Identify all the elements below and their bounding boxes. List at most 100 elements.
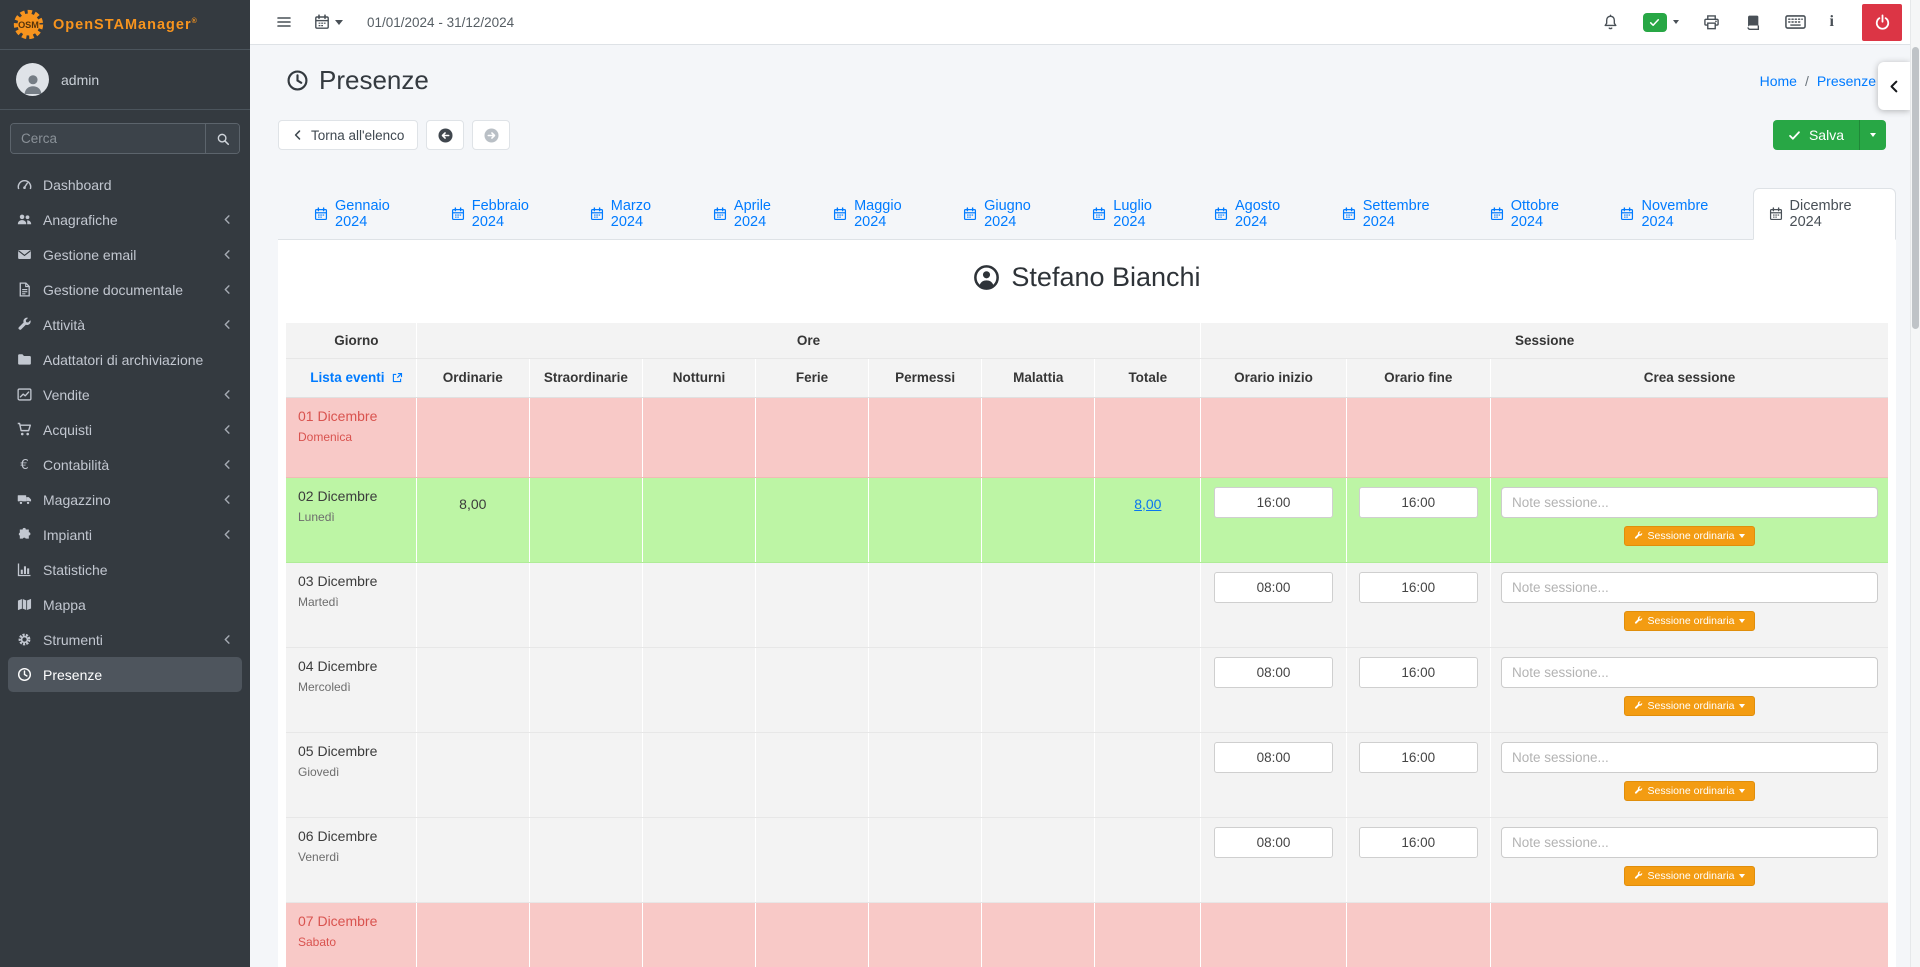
start-time-input[interactable] [1213, 826, 1334, 858]
lista-eventi-link[interactable]: Lista eventi [310, 370, 402, 385]
totale-link[interactable]: 8,00 [1134, 495, 1162, 512]
sidebar-nav: Dashboard Anagrafiche Gestione email Gestio… [0, 160, 250, 699]
start-time-input[interactable] [1213, 656, 1334, 688]
print-button[interactable] [1703, 14, 1720, 31]
sidebar-item-label: Impianti [43, 526, 93, 543]
arrow-circle-right-icon [483, 127, 500, 144]
hours-cell-malattia [981, 647, 1096, 733]
tab-ottobre-2024[interactable]: Ottobre 2024 [1474, 188, 1605, 240]
user-panel[interactable]: admin [0, 50, 250, 110]
date-range[interactable]: 01/01/2024 - 31/12/2024 [367, 14, 515, 30]
chevleft-icon [222, 249, 233, 260]
sidebar: OSM OpenSTAManager® admin Dashboard Anagr… [0, 0, 250, 967]
ore-group-header: Ore [416, 323, 1202, 359]
period-calendar-button[interactable] [314, 14, 343, 30]
tab-luglio-2024[interactable]: Luglio 2024 [1076, 188, 1198, 240]
save-button[interactable]: Salva [1772, 120, 1859, 150]
sidebar-item-dashboard[interactable]: Dashboard [8, 167, 242, 202]
tab-label: Dicembre 2024 [1789, 198, 1852, 230]
create-session-button[interactable]: Sessione ordinaria [1623, 610, 1756, 631]
sidebar-item-strumenti[interactable]: Strumenti [8, 622, 242, 657]
create-session-button[interactable]: Sessione ordinaria [1623, 525, 1756, 546]
sidebar-item-impianti[interactable]: Impianti [8, 517, 242, 552]
end-time-input[interactable] [1358, 571, 1478, 603]
start-time-input[interactable] [1213, 571, 1334, 603]
hours-cell-permessi [868, 562, 983, 648]
hours-cell-straordinarie [529, 477, 643, 563]
sidebar-item-mappa[interactable]: Mappa [8, 587, 242, 622]
end-time-input[interactable] [1358, 486, 1478, 518]
tab-novembre-2024[interactable]: Novembre 2024 [1604, 188, 1752, 240]
tab-febbraio-2024[interactable]: Febbraio 2024 [435, 188, 574, 240]
tab-marzo-2024[interactable]: Marzo 2024 [574, 188, 697, 240]
side-panel-toggle-button[interactable] [1878, 62, 1910, 110]
hours-cell-totale [1094, 397, 1202, 478]
previous-record-button[interactable] [426, 120, 465, 150]
create-session-button[interactable]: Sessione ordinaria [1623, 695, 1756, 716]
create-session-button[interactable]: Sessione ordinaria [1623, 865, 1756, 886]
brand[interactable]: OSM OpenSTAManager® [0, 0, 250, 50]
info-button[interactable]: i [1830, 14, 1834, 30]
sidebar-item-acquisti[interactable]: Acquisti [8, 412, 242, 447]
notifications-button[interactable] [1602, 14, 1619, 31]
hours-cell-ordinarie [416, 647, 530, 733]
breadcrumb-home-link[interactable]: Home [1759, 72, 1797, 89]
session-note-input[interactable] [1500, 486, 1878, 518]
session-note-input[interactable] [1500, 741, 1878, 773]
session-note-input[interactable] [1500, 571, 1878, 603]
back-to-list-button[interactable]: Torna all'elenco [278, 120, 419, 150]
sidebar-item-vendite[interactable]: Vendite [8, 377, 242, 412]
sidebar-toggle-button[interactable] [276, 14, 292, 30]
end-time-input[interactable] [1358, 656, 1478, 688]
status-dropdown[interactable] [1642, 12, 1679, 32]
tab-agosto-2024[interactable]: Agosto 2024 [1198, 188, 1326, 240]
search-button[interactable] [205, 124, 239, 153]
calendar-icon [713, 207, 727, 221]
hours-cell-totale [1094, 647, 1202, 733]
sidebar-item-anagrafiche[interactable]: Anagrafiche [8, 202, 242, 237]
tab-aprile-2024[interactable]: Aprile 2024 [697, 188, 817, 240]
sidebar-item-presenze[interactable]: Presenze [8, 657, 242, 692]
page-scrollbar[interactable] [1910, 0, 1920, 967]
docs-button[interactable] [1744, 14, 1761, 31]
hours-cell-ordinarie [416, 397, 530, 478]
osm-gear-logo-icon: OSM [13, 9, 44, 40]
session-note-input[interactable] [1500, 656, 1878, 688]
next-record-button[interactable] [472, 120, 511, 150]
start-time-input[interactable] [1213, 486, 1334, 518]
tab-label: Ottobre 2024 [1510, 198, 1560, 230]
sidebar-item-gestione-documentale[interactable]: Gestione documentale [8, 272, 242, 307]
tab-settembre-2024[interactable]: Settembre 2024 [1326, 188, 1474, 240]
attendance-table: Giorno Ore Sessione Lista eventi Ordinar… [286, 323, 1888, 967]
save-options-button[interactable] [1859, 120, 1886, 150]
wrench-icon [1634, 531, 1643, 540]
column-header-orario-fine: Orario fine [1346, 358, 1491, 398]
hours-cell-permessi [868, 732, 983, 818]
logout-button[interactable] [1862, 3, 1902, 41]
hours-cell-ferie [755, 562, 870, 648]
tab-maggio-2024[interactable]: Maggio 2024 [817, 188, 947, 240]
breadcrumb-current-link[interactable]: Presenze [1816, 72, 1876, 89]
end-time-input[interactable] [1358, 826, 1478, 858]
orario-fine-cell [1346, 817, 1491, 903]
sidebar-item-attivit[interactable]: Attività [8, 307, 242, 342]
sidebar-item-statistiche[interactable]: Statistiche [8, 552, 242, 587]
tab-dicembre-2024[interactable]: Dicembre 2024 [1752, 188, 1896, 240]
sidebar-item-contabilit[interactable]: Contabilità [8, 447, 242, 482]
shortcuts-button[interactable] [1785, 15, 1806, 29]
main-content: Presenze Home / Presenze Torna all'elenc… [250, 45, 1920, 967]
search-input[interactable] [11, 124, 205, 153]
chevleft-icon [222, 529, 233, 540]
end-time-input[interactable] [1358, 741, 1478, 773]
start-time-input[interactable] [1213, 741, 1334, 773]
tab-giugno-2024[interactable]: Giugno 2024 [947, 188, 1076, 240]
sidebar-item-adattatori-di-archiviazione[interactable]: Adattatori di archiviazione [8, 342, 242, 377]
create-session-button[interactable]: Sessione ordinaria [1623, 780, 1756, 801]
hours-cell-permessi [868, 477, 983, 563]
session-note-input[interactable] [1500, 826, 1878, 858]
sidebar-item-gestione-email[interactable]: Gestione email [8, 237, 242, 272]
scrollbar-thumb[interactable] [1912, 47, 1919, 329]
sidebar-item-label: Strumenti [43, 631, 103, 648]
sidebar-item-magazzino[interactable]: Magazzino [8, 482, 242, 517]
tab-gennaio-2024[interactable]: Gennaio 2024 [298, 188, 435, 240]
